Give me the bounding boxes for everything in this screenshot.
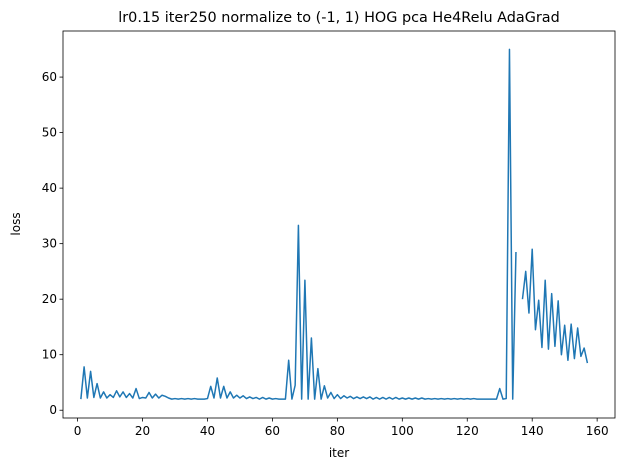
y-tick-label: 60 [42, 70, 57, 84]
chart-title: lr0.15 iter250 normalize to (-1, 1) HOG … [118, 10, 559, 26]
y-tick-label: 0 [49, 403, 57, 417]
x-tick-label: 120 [456, 424, 479, 438]
x-tick-label: 80 [330, 424, 345, 438]
x-tick-label: 140 [521, 424, 544, 438]
y-tick-label: 40 [42, 181, 57, 195]
x-tick-label: 0 [74, 424, 82, 438]
y-tick-label: 30 [42, 237, 57, 251]
y-tick-label: 50 [42, 126, 57, 140]
x-axis-label: iter [329, 446, 349, 460]
x-tick-label: 100 [391, 424, 414, 438]
x-tick-label: 40 [200, 424, 215, 438]
plot-frame [62, 30, 616, 419]
x-tick-label: 60 [265, 424, 280, 438]
y-axis-label: loss [9, 212, 23, 235]
y-tick-label: 10 [42, 348, 57, 362]
y-tick-label: 20 [42, 292, 57, 306]
x-tick-label: 160 [586, 424, 609, 438]
data-line [80, 48, 589, 400]
x-tick-label: 20 [135, 424, 150, 438]
